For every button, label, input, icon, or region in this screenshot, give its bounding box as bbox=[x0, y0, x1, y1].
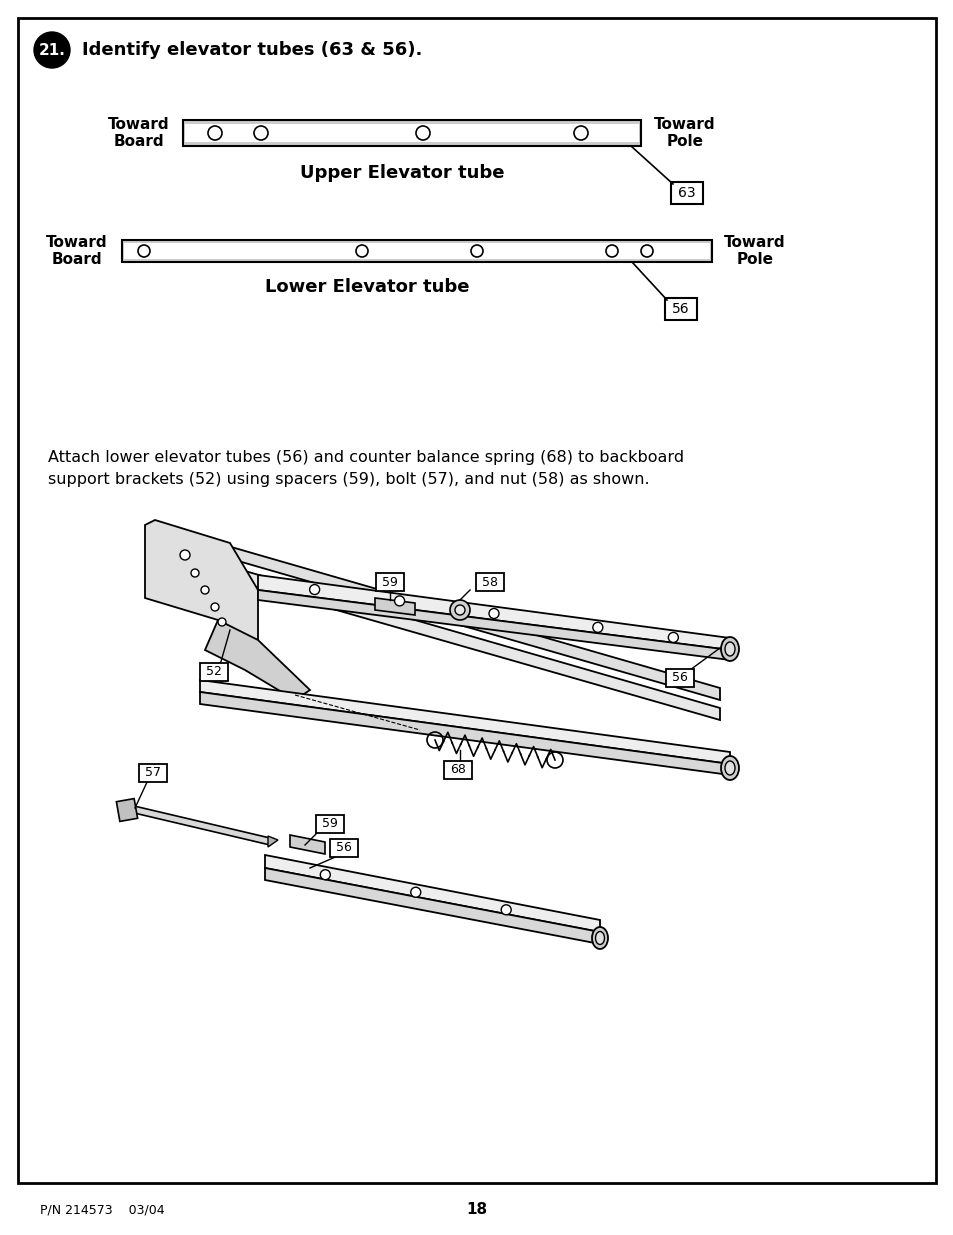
Ellipse shape bbox=[724, 642, 734, 656]
Ellipse shape bbox=[720, 637, 739, 661]
Polygon shape bbox=[265, 855, 599, 932]
Polygon shape bbox=[200, 680, 729, 764]
Circle shape bbox=[191, 569, 199, 577]
Text: Toward
Pole: Toward Pole bbox=[723, 235, 785, 267]
Bar bbox=[375, 573, 403, 592]
Text: 63: 63 bbox=[678, 186, 695, 200]
Ellipse shape bbox=[724, 761, 734, 776]
Polygon shape bbox=[145, 520, 257, 664]
Circle shape bbox=[416, 126, 430, 140]
Circle shape bbox=[668, 632, 678, 642]
Circle shape bbox=[320, 869, 330, 879]
Circle shape bbox=[574, 126, 587, 140]
Polygon shape bbox=[130, 805, 270, 845]
Text: 56: 56 bbox=[671, 672, 687, 684]
Circle shape bbox=[500, 905, 511, 915]
Circle shape bbox=[605, 245, 618, 257]
Bar bbox=[665, 669, 693, 687]
Circle shape bbox=[455, 605, 464, 615]
Text: 57: 57 bbox=[145, 767, 161, 779]
Text: 59: 59 bbox=[322, 818, 337, 830]
Text: Toward
Board: Toward Board bbox=[109, 117, 170, 149]
Text: Upper Elevator tube: Upper Elevator tube bbox=[299, 164, 504, 182]
Bar bbox=[200, 663, 228, 680]
Circle shape bbox=[640, 245, 652, 257]
Circle shape bbox=[355, 245, 368, 257]
Ellipse shape bbox=[592, 927, 607, 948]
Circle shape bbox=[208, 126, 222, 140]
Bar bbox=[664, 298, 697, 320]
Polygon shape bbox=[257, 576, 729, 650]
Circle shape bbox=[138, 245, 150, 257]
Polygon shape bbox=[375, 598, 415, 615]
Text: 68: 68 bbox=[450, 763, 465, 777]
Circle shape bbox=[180, 550, 190, 559]
Bar bbox=[183, 120, 640, 146]
Bar bbox=[315, 815, 344, 832]
Text: 21.: 21. bbox=[38, 42, 66, 58]
Polygon shape bbox=[268, 836, 277, 847]
Ellipse shape bbox=[720, 756, 739, 781]
Text: 58: 58 bbox=[481, 576, 497, 589]
Text: 59: 59 bbox=[381, 576, 397, 589]
Text: 18: 18 bbox=[466, 1203, 487, 1218]
Polygon shape bbox=[154, 545, 720, 720]
Circle shape bbox=[310, 584, 319, 594]
Text: 56: 56 bbox=[335, 841, 352, 855]
Polygon shape bbox=[205, 620, 310, 700]
Ellipse shape bbox=[595, 931, 604, 945]
Bar bbox=[139, 764, 167, 782]
Polygon shape bbox=[200, 692, 729, 776]
Bar bbox=[124, 243, 709, 259]
Bar bbox=[122, 240, 711, 262]
Polygon shape bbox=[265, 868, 599, 944]
Polygon shape bbox=[257, 590, 729, 659]
Bar bbox=[116, 799, 137, 821]
Circle shape bbox=[471, 245, 482, 257]
Text: 52: 52 bbox=[206, 666, 222, 678]
Circle shape bbox=[218, 618, 226, 626]
Polygon shape bbox=[290, 835, 325, 853]
Circle shape bbox=[450, 600, 470, 620]
Circle shape bbox=[211, 603, 219, 611]
Bar bbox=[330, 839, 357, 857]
Text: Identify elevator tubes (63 & 56).: Identify elevator tubes (63 & 56). bbox=[82, 41, 422, 59]
Bar bbox=[185, 124, 639, 142]
Text: 56: 56 bbox=[672, 303, 689, 316]
Text: Lower Elevator tube: Lower Elevator tube bbox=[265, 278, 469, 296]
Circle shape bbox=[489, 609, 498, 619]
Circle shape bbox=[253, 126, 268, 140]
Circle shape bbox=[34, 32, 70, 68]
Circle shape bbox=[411, 887, 420, 898]
Text: P/N 214573    03/04: P/N 214573 03/04 bbox=[40, 1203, 165, 1216]
Circle shape bbox=[395, 597, 404, 606]
Bar bbox=[443, 761, 472, 779]
Text: Toward
Pole: Toward Pole bbox=[654, 117, 715, 149]
Circle shape bbox=[592, 622, 602, 632]
Circle shape bbox=[201, 585, 209, 594]
Bar bbox=[476, 573, 503, 592]
Text: Toward
Board: Toward Board bbox=[47, 235, 108, 267]
Bar bbox=[670, 182, 702, 204]
Polygon shape bbox=[154, 525, 720, 700]
Text: Attach lower elevator tubes (56) and counter balance spring (68) to backboard
su: Attach lower elevator tubes (56) and cou… bbox=[48, 450, 683, 487]
